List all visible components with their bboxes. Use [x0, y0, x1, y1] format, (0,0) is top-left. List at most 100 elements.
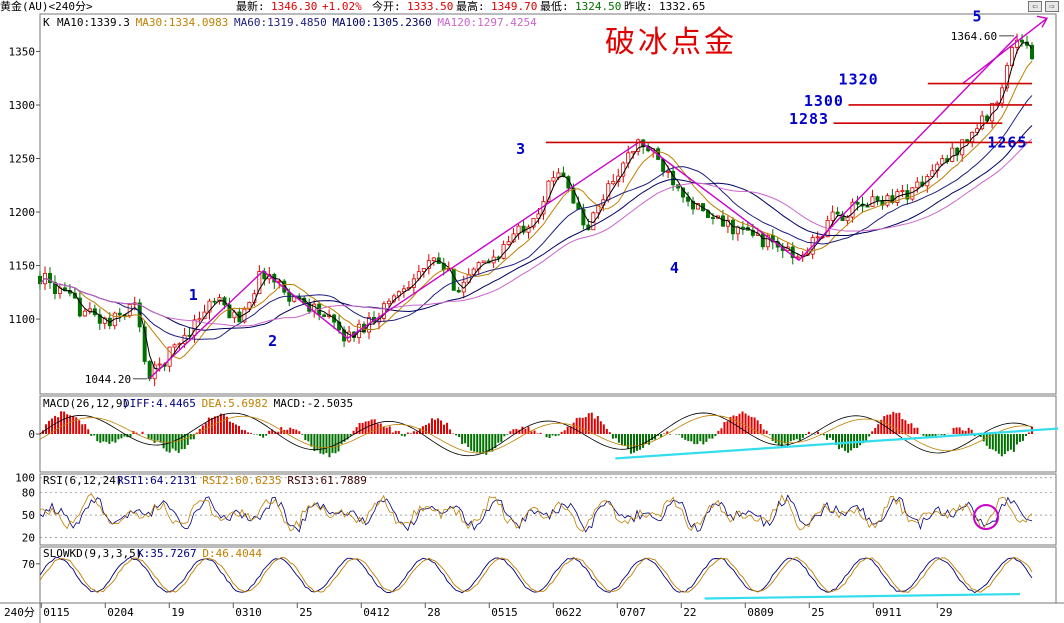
candle-body: [386, 300, 391, 305]
prevclose-label: 昨收:: [624, 0, 653, 13]
candle-body: [591, 212, 596, 231]
candle-body: [930, 170, 935, 177]
candle-body: [830, 211, 835, 221]
candle-body: [611, 181, 616, 185]
candle-body: [197, 318, 202, 321]
candle-body: [506, 241, 511, 245]
wave-label-1: 1: [189, 286, 198, 304]
kd-line-d: [39, 556, 1033, 594]
date-tick-label: 0622: [555, 606, 582, 619]
trend-arrow-icon: [1036, 15, 1049, 28]
trend-arrow-line: [962, 17, 1048, 85]
macd-panel-label: MACD(26,12,9): [43, 397, 129, 410]
kd-line-k: [39, 556, 1033, 594]
wave-label-3: 3: [516, 140, 525, 158]
high-price-label: 1364.60: [951, 30, 997, 43]
date-tick-label: 0310: [235, 606, 262, 619]
candle-body: [760, 233, 765, 248]
ma-line-ma120: [39, 138, 1033, 327]
low-price-label: 1044.20: [85, 373, 131, 386]
candle-body: [1015, 39, 1020, 48]
high-value: 1349.70: [491, 0, 538, 13]
candle-body: [1030, 44, 1035, 60]
candle-body: [117, 312, 122, 316]
candle-body: [850, 201, 855, 218]
candle-body: [900, 190, 905, 192]
candle-body: [865, 205, 870, 208]
date-tick-label: 25: [299, 606, 312, 619]
kd-panel-label: SLOWKD(9,3,3,5): [43, 547, 142, 560]
candle-body: [720, 215, 725, 227]
legend-ma120: MA120:1297.4254: [437, 16, 537, 29]
level-label-1283: 1283: [789, 110, 829, 128]
candle-body: [915, 181, 920, 189]
scroll-right-icon[interactable]: ⇨: [1045, 1, 1059, 12]
rsi-panel-label: RSI(6,12,24): [43, 474, 122, 487]
candle-body: [980, 115, 985, 130]
candle-body: [72, 292, 77, 299]
wave-label-5: 5: [972, 7, 981, 25]
macd-zero-label: 0: [28, 428, 35, 441]
level-label-1300: 1300: [804, 92, 844, 110]
candle-body: [127, 303, 132, 316]
low-label: 最低:: [540, 0, 569, 13]
candle-body: [157, 363, 162, 366]
candle-body: [456, 289, 461, 293]
macd-legend-diff: DIFF:4.4465: [123, 397, 196, 410]
change-pct: +1.02%: [322, 0, 362, 13]
rsi-tick-label: 80: [22, 487, 35, 500]
candle-body: [142, 326, 147, 362]
candle-body: [322, 314, 327, 317]
candle-body: [227, 304, 232, 319]
candle-body: [1005, 65, 1010, 89]
date-tick-label: 25: [811, 606, 824, 619]
candle-body: [710, 217, 715, 219]
candle-body: [102, 317, 107, 324]
candle-body: [47, 272, 52, 284]
rsi-tick-label: 20: [22, 532, 35, 545]
date-tick-label: 0204: [107, 606, 134, 619]
wave-trendline: [148, 35, 1018, 380]
candle-body: [691, 200, 696, 210]
panel-frame-price: [39, 13, 1057, 395]
candle-body: [995, 102, 1000, 105]
candle-body: [97, 314, 102, 324]
candle-body: [551, 177, 556, 182]
macd-bars: [39, 411, 1033, 458]
rsi-legend-rsi2: RSI2:60.6235: [202, 474, 281, 487]
candle-body: [1020, 39, 1025, 43]
macd-diff-line: [39, 412, 1033, 457]
candle-body: [521, 225, 526, 233]
scroll-left-icon[interactable]: ⇦: [1028, 1, 1042, 12]
quote-header: 黄金(AU)<240分> 最新: 1346.30 +1.02% 今开: 1333…: [0, 0, 1064, 14]
date-tick-label: 29: [939, 606, 952, 619]
date-tick-label: 0412: [363, 606, 390, 619]
candle-body: [481, 260, 486, 264]
kd-legend-k: K:35.7267: [137, 547, 197, 560]
ma-line-ma60: [39, 95, 1033, 340]
candle-body: [870, 196, 875, 207]
level-label-1265: 1265: [987, 133, 1027, 151]
rsi-tick-label: 50: [22, 509, 35, 522]
legend-ma10: MA10:1339.3: [57, 16, 130, 29]
candle-body: [207, 300, 212, 313]
candle-body: [87, 308, 92, 312]
price-tick-label: 1100: [9, 313, 36, 326]
candle-body: [381, 303, 386, 319]
candle-body: [501, 244, 506, 259]
candle-body: [217, 297, 222, 302]
candle-body: [426, 260, 431, 269]
candle-body: [431, 257, 436, 262]
date-tick-label: 28: [427, 606, 440, 619]
candle-body: [910, 187, 915, 200]
candle-body: [835, 211, 840, 215]
candle-body: [451, 268, 456, 291]
date-tick-label: 0707: [619, 606, 646, 619]
chart-title: 破冰点金: [605, 25, 737, 60]
legend-ma60: MA60:1319.4850: [234, 16, 327, 29]
candle-body: [855, 201, 860, 205]
candle-body: [750, 229, 755, 236]
rsi-tick-label: 100: [15, 472, 35, 485]
